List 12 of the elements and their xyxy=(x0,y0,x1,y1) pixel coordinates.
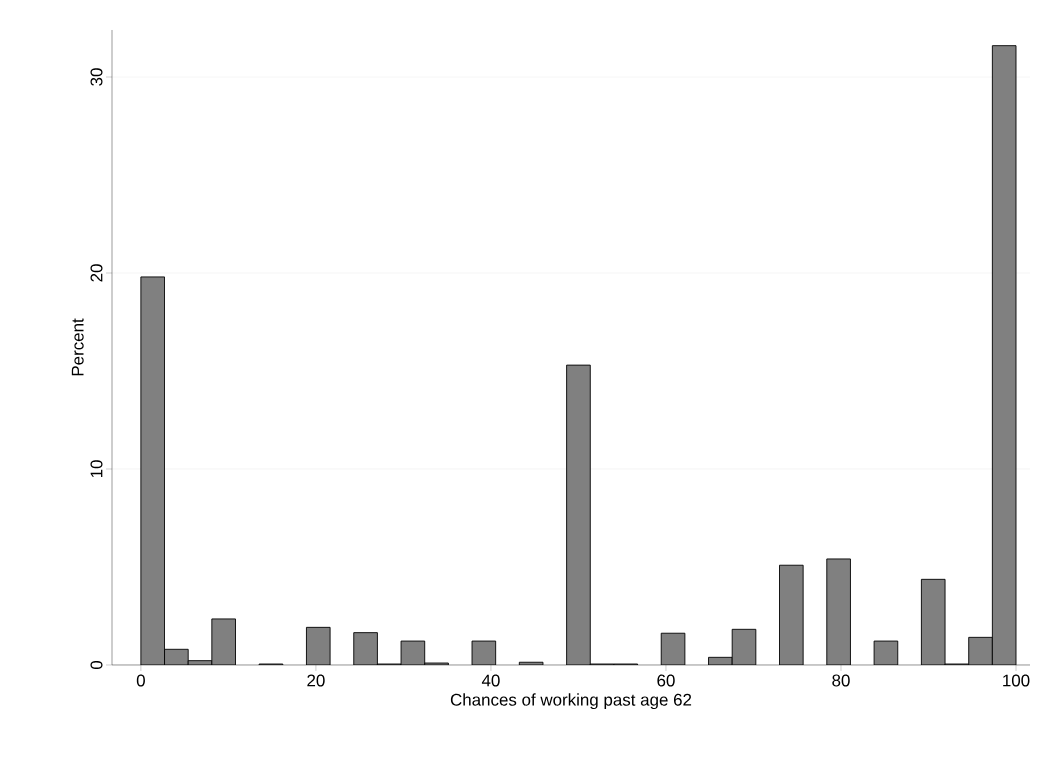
x-tick-label: 0 xyxy=(136,674,145,687)
y-tick-label: 0 xyxy=(90,660,103,670)
y-tick-label: 20 xyxy=(90,264,103,282)
y-tick-label: 30 xyxy=(90,68,103,86)
x-tick-label: 100 xyxy=(1003,674,1030,687)
x-tick-label: 80 xyxy=(832,674,850,687)
x-tick-label: 40 xyxy=(481,674,500,687)
y-tick-label: 10 xyxy=(90,460,103,478)
x-tick-label: 60 xyxy=(657,674,675,687)
x-axis-title: Chances of working past age 62 xyxy=(450,693,692,710)
y-axis-title: Percent xyxy=(71,318,84,376)
x-tick-label: 20 xyxy=(307,674,325,687)
